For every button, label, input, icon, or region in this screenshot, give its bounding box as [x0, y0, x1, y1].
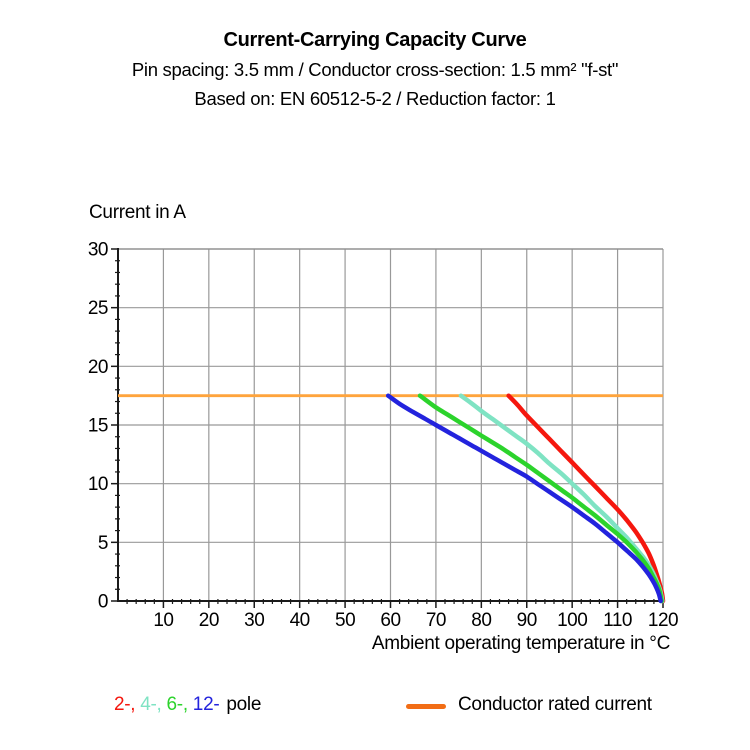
x-axis-title: Ambient operating temperature in °C	[371, 633, 670, 654]
axes	[117, 248, 664, 602]
x-tick-label-30: 30	[244, 610, 264, 631]
rated-current-line-swatch	[406, 703, 446, 709]
y-tick-label-10: 10	[88, 474, 108, 495]
legend-poles: 2-, 4-, 6-, 12- pole	[114, 694, 261, 716]
y-tick-label-30: 30	[88, 240, 108, 261]
legend-pole-6-pole: 6-,	[166, 694, 193, 715]
y-tick-label-0: 0	[98, 592, 108, 613]
chart-subtitle-spec: Pin spacing: 3.5 mm / Conductor cross-se…	[131, 59, 619, 80]
major-ticks	[111, 248, 664, 608]
x-tick-label-80: 80	[471, 610, 491, 631]
x-tick-label-10: 10	[153, 610, 173, 631]
y-tick-label-25: 25	[88, 298, 108, 319]
curves	[385, 393, 666, 604]
legend-pole-2-pole: 2-,	[114, 694, 141, 715]
x-tick-label-50: 50	[335, 610, 355, 631]
x-tick-label-110: 110	[603, 610, 632, 631]
x-tick-label-20: 20	[199, 610, 219, 631]
legend-pole-suffix: pole	[226, 694, 262, 715]
y-tick-label-20: 20	[88, 357, 108, 378]
x-tick-label-70: 70	[426, 610, 446, 631]
curve-12-pole	[385, 393, 663, 604]
x-tick-label-90: 90	[517, 610, 537, 631]
x-tick-label-120: 120	[648, 610, 678, 631]
curve-6-pole	[417, 393, 664, 604]
legend-pole-12-pole: 12-	[192, 694, 220, 715]
legend-pole-4-pole: 4-,	[140, 694, 167, 715]
rated-current-label: Conductor rated current	[458, 694, 652, 715]
y-axis-title: Current in A	[89, 202, 186, 223]
tick-labels: 10 20 30 40 50 60 70 80 90 100 110 120 0 5 10 15 20 25 30	[88, 240, 679, 632]
x-tick-label-40: 40	[290, 610, 310, 631]
minor-ticks	[115, 260, 655, 604]
x-tick-label-100: 100	[557, 610, 587, 631]
chart-title: Current-Carrying Capacity Curve	[223, 29, 527, 51]
y-tick-label-5: 5	[98, 533, 108, 554]
gridlines	[118, 248, 664, 601]
legend-rated-current: Conductor rated current	[406, 694, 652, 716]
y-tick-label-15: 15	[88, 416, 108, 437]
chart-subtitle-standard: Based on: EN 60512-5-2 / Reduction facto…	[194, 88, 556, 109]
curve-2-pole	[506, 393, 666, 604]
x-tick-label-60: 60	[380, 610, 400, 631]
chart-header: Current-Carrying Capacity Curve Pin spac…	[0, 26, 750, 113]
